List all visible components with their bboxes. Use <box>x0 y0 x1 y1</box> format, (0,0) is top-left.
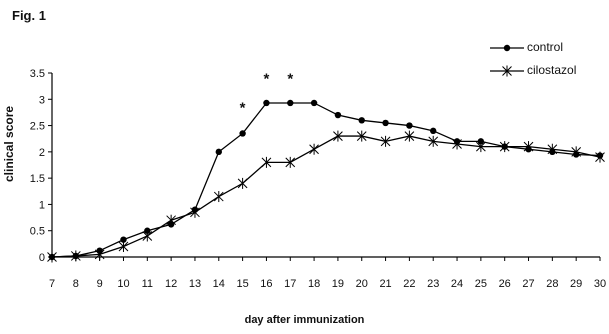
data-point-cilostazol <box>499 141 510 153</box>
x-tick-label: 13 <box>189 278 201 290</box>
data-point-cilostazol <box>428 135 439 147</box>
y-tick-label: 2 <box>39 147 45 159</box>
significance-mark: * <box>240 100 246 117</box>
data-point-cilostazol <box>380 135 391 147</box>
data-point-cilostazol <box>571 146 582 158</box>
legend-label-control: control <box>527 40 564 54</box>
significance-mark: * <box>264 71 270 88</box>
data-point-cilostazol <box>190 206 200 218</box>
x-tick-label: 23 <box>427 278 439 290</box>
y-tick-label: 0 <box>39 252 45 264</box>
data-point-cilostazol <box>142 230 153 242</box>
data-point-cilostazol <box>523 141 534 153</box>
data-point-cilostazol <box>595 151 605 163</box>
data-point-cilostazol <box>309 143 319 155</box>
x-tick-label: 16 <box>260 278 272 290</box>
data-point-cilostazol <box>356 130 367 142</box>
legend-marker-control <box>503 44 511 52</box>
data-point-control <box>430 127 437 135</box>
significance-mark: * <box>287 71 293 88</box>
data-point-control <box>287 99 294 107</box>
data-point-cilostazol <box>285 156 296 168</box>
x-tick-label: 27 <box>522 278 534 290</box>
data-point-control <box>215 148 222 156</box>
data-point-control <box>263 99 270 107</box>
data-point-control <box>406 122 413 129</box>
x-ticks: 7 8 9 10 11 12 13 14 15 16 17 18 19 20 21 22 23 24 25 26 27 2… <box>49 257 606 290</box>
y-tick-label: 3.5 <box>30 68 45 80</box>
data-point-control <box>120 236 127 243</box>
x-tick-label: 20 <box>356 278 368 290</box>
data-point-control <box>334 111 342 119</box>
x-tick-label: 17 <box>284 278 296 290</box>
legend-label-cilostazol: cilostazol <box>527 63 577 77</box>
data-point-cilostazol <box>94 248 105 260</box>
annotations: * * * <box>240 71 294 117</box>
data-point-cilostazol <box>476 141 486 153</box>
data-point-cilostazol <box>452 138 462 150</box>
x-tick-label: 24 <box>451 278 463 290</box>
data-point-control <box>310 99 318 107</box>
x-tick-label: 15 <box>236 278 248 290</box>
data-point-cilostazol <box>70 250 81 262</box>
x-tick-label: 19 <box>332 278 344 290</box>
data-point-control <box>239 130 246 137</box>
x-tick-label: 28 <box>546 278 558 290</box>
data-point-cilostazol <box>118 240 129 252</box>
y-tick-label: 1 <box>39 199 45 211</box>
data-point-cilostazol <box>166 214 176 226</box>
data-point-cilostazol <box>213 191 224 203</box>
y-tick-label: 2.5 <box>30 121 45 133</box>
data-point-control <box>382 119 389 127</box>
x-tick-label: 18 <box>308 278 320 290</box>
x-tick-label: 14 <box>213 278 225 290</box>
x-tick-label: 26 <box>499 278 511 290</box>
y-tick-label: 3 <box>39 94 45 106</box>
y-tick-label: 0.5 <box>30 226 45 238</box>
axes <box>51 73 600 258</box>
x-tick-label: 29 <box>570 278 582 290</box>
x-tick-label: 30 <box>594 278 606 290</box>
series-line-control <box>51 102 601 258</box>
data-point-cilostazol <box>404 130 415 142</box>
x-tick-label: 22 <box>403 278 415 290</box>
legend <box>490 44 524 77</box>
x-tick-label: 7 <box>49 278 55 290</box>
y-tick-label: 1.5 <box>30 173 45 185</box>
series-line-cilostazol <box>51 135 601 258</box>
legend-marker-cilostazol <box>502 65 512 77</box>
data-point-cilostazol <box>547 143 558 155</box>
figure-label: Fig. 1 <box>12 8 46 23</box>
x-tick-label: 10 <box>117 278 129 290</box>
series-group <box>47 99 605 263</box>
x-tick-label: 9 <box>97 278 103 290</box>
x-tick-label: 25 <box>475 278 487 290</box>
data-point-cilostazol <box>47 251 57 263</box>
x-tick-label: 11 <box>142 278 153 290</box>
data-point-control <box>358 117 365 124</box>
data-point-cilostazol <box>261 156 272 168</box>
data-point-cilostazol <box>333 130 343 142</box>
data-point-cilostazol <box>237 177 248 189</box>
x-axis-label: day after immunization <box>244 314 365 326</box>
x-tick-label: 8 <box>73 278 79 290</box>
y-ticks: 0 0.5 1 1.5 2 2.5 3 3.5 <box>30 68 52 264</box>
x-tick-label: 12 <box>165 278 177 290</box>
x-tick-label: 21 <box>379 278 391 290</box>
